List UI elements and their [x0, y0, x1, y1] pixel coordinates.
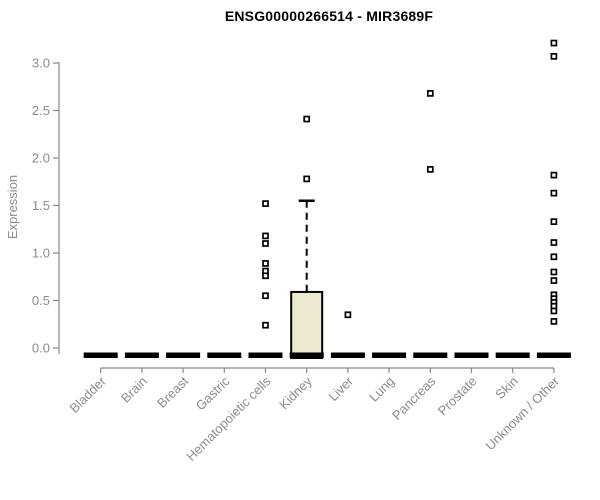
x-tick-label: Kidney	[276, 373, 315, 412]
outlier-point	[550, 307, 558, 315]
outlier-point	[303, 115, 311, 123]
box-group	[248, 200, 283, 358]
outlier-point	[550, 39, 558, 47]
box-group	[124, 352, 159, 358]
x-tick-label: Brain	[118, 374, 150, 406]
outlier-point	[262, 200, 269, 207]
median-bar	[166, 352, 201, 358]
box-group	[536, 39, 571, 358]
x-tick-label: Breast	[154, 373, 191, 410]
box-rect	[290, 290, 324, 360]
median-bar	[372, 352, 407, 358]
outlier-point	[550, 268, 558, 276]
outlier-point	[262, 260, 269, 267]
box-group	[413, 90, 448, 358]
outlier-point	[262, 321, 269, 329]
x-tick-label: Bladder	[67, 373, 110, 416]
box-group	[495, 352, 530, 358]
median-bar	[83, 352, 118, 358]
outlier-point	[550, 253, 558, 261]
median-bar	[207, 352, 242, 358]
outlier-point	[303, 175, 311, 183]
outlier-point	[262, 272, 269, 280]
box-group	[207, 352, 242, 358]
box-group	[330, 311, 365, 358]
box-group	[166, 352, 201, 358]
median-bar	[454, 352, 489, 358]
y-tick-label: 3.0	[32, 56, 50, 71]
y-tick-label: 1.5	[32, 198, 50, 213]
outlier-point	[550, 239, 558, 246]
y-tick-label: 0.5	[32, 293, 50, 308]
median-bar	[289, 352, 324, 358]
x-tick-label: Prostate	[435, 374, 480, 419]
x-tick-label: Lung	[366, 374, 397, 405]
outlier-point	[262, 232, 269, 240]
outlier-point	[550, 171, 558, 179]
median-bar	[330, 352, 365, 358]
outlier-point	[550, 318, 558, 325]
x-tick-label: Liver	[325, 373, 356, 404]
outlier-point	[262, 292, 269, 300]
box-group	[289, 115, 324, 360]
y-tick-label: 1.0	[32, 246, 50, 261]
box-group	[454, 352, 489, 358]
outlier-point	[550, 52, 558, 60]
y-axis-title: Expression	[5, 175, 20, 239]
median-bar	[248, 352, 283, 358]
y-tick-label: 2.5	[32, 103, 50, 118]
median-bar	[536, 352, 571, 358]
outlier-point	[262, 240, 269, 247]
outlier-point	[426, 166, 434, 173]
y-tick-label: 2.0	[32, 151, 50, 166]
outlier-point	[550, 218, 558, 225]
box-group	[83, 352, 118, 358]
x-tick-label: Pancreas	[389, 373, 439, 423]
x-tick-label: Unknown / Other	[482, 373, 562, 453]
y-tick-label: 0.0	[32, 341, 50, 356]
median-bar	[413, 352, 448, 358]
median-bar	[495, 352, 530, 358]
outlier-point	[344, 311, 352, 319]
chart-title: ENSG00000266514 - MIR3689F	[224, 8, 434, 24]
outlier-point	[426, 90, 434, 97]
x-tick-label: Skin	[492, 374, 520, 402]
median-bar	[124, 352, 159, 358]
x-tick-label: Gastric	[193, 373, 233, 413]
box-group	[372, 352, 407, 358]
outlier-point	[550, 277, 558, 284]
outlier-point	[550, 189, 558, 197]
